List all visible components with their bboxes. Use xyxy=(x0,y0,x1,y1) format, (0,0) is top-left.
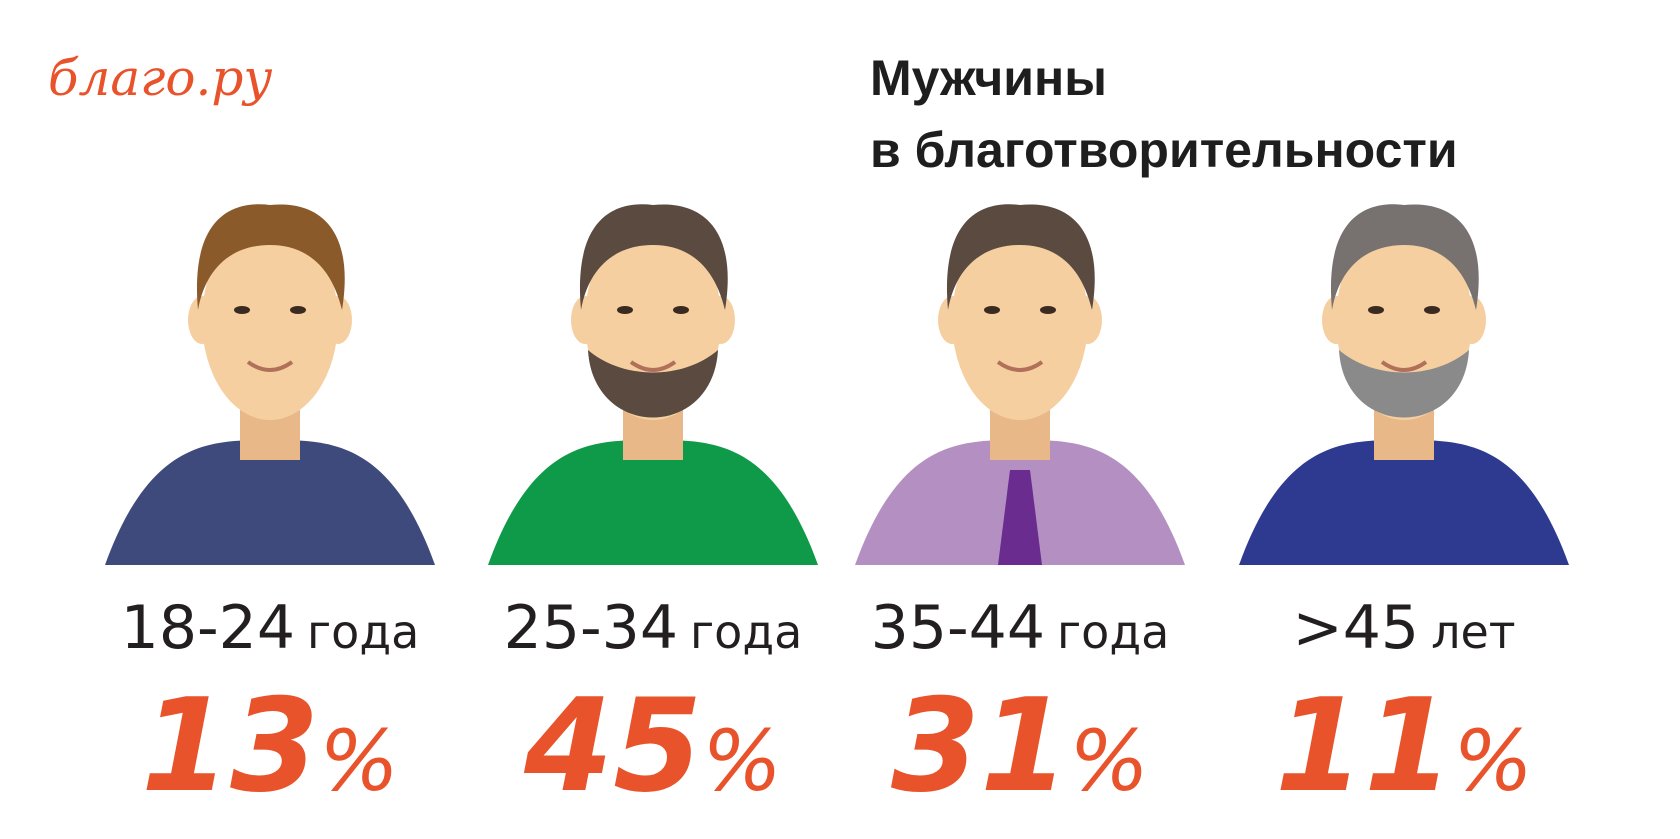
age-range: 35-44 xyxy=(871,593,1045,663)
percent: 45% xyxy=(523,672,782,821)
eye xyxy=(1040,306,1056,314)
hair xyxy=(946,204,1095,310)
hair xyxy=(1330,204,1479,310)
percent-value: 13 xyxy=(141,672,319,821)
age-label: 18-24 года xyxy=(121,593,420,663)
mouth xyxy=(629,360,677,372)
person xyxy=(488,204,818,565)
mouth xyxy=(996,360,1044,372)
logo: благо.ру xyxy=(48,49,272,107)
percent-sign: % xyxy=(1453,712,1533,810)
beard xyxy=(1339,350,1469,418)
title-line: Мужчины xyxy=(870,50,1107,106)
eye xyxy=(234,306,250,314)
age-label: >45 лет xyxy=(1292,593,1515,663)
title-line: в благотворительности xyxy=(870,122,1458,178)
percent: 11% xyxy=(1275,672,1533,821)
percent-value: 11 xyxy=(1275,672,1453,821)
age-range: 18-24 xyxy=(121,593,295,663)
percent: 13% xyxy=(141,672,399,821)
percent-sign: % xyxy=(702,712,782,810)
shirt xyxy=(488,440,818,565)
person xyxy=(855,204,1185,565)
eye xyxy=(984,306,1000,314)
eye xyxy=(617,306,633,314)
percent-value: 31 xyxy=(891,672,1069,821)
eye xyxy=(290,306,306,314)
person xyxy=(1239,204,1569,565)
eye xyxy=(673,306,689,314)
beard xyxy=(588,350,718,418)
age-label: 25-34 года xyxy=(504,593,803,663)
shirt xyxy=(1239,440,1569,565)
age-unit: года xyxy=(1057,605,1169,659)
tie xyxy=(998,470,1042,565)
head xyxy=(952,220,1088,420)
age-range: >45 xyxy=(1292,593,1419,663)
eye xyxy=(1424,306,1440,314)
hair xyxy=(196,204,345,310)
age-label: 35-44 года xyxy=(871,593,1170,663)
age-unit: лет xyxy=(1431,605,1516,659)
mouth xyxy=(1380,360,1428,372)
eye xyxy=(1368,306,1384,314)
shirt xyxy=(105,440,435,565)
percent-value: 45 xyxy=(523,672,702,821)
percent-sign: % xyxy=(319,712,399,810)
age-unit: года xyxy=(307,605,419,659)
head xyxy=(202,220,338,420)
mouth xyxy=(246,360,294,372)
person xyxy=(105,204,435,565)
age-range: 25-34 xyxy=(504,593,678,663)
age-unit: года xyxy=(690,605,802,659)
percent-sign: % xyxy=(1069,712,1149,810)
hair xyxy=(579,204,728,310)
percent: 31% xyxy=(891,672,1149,821)
